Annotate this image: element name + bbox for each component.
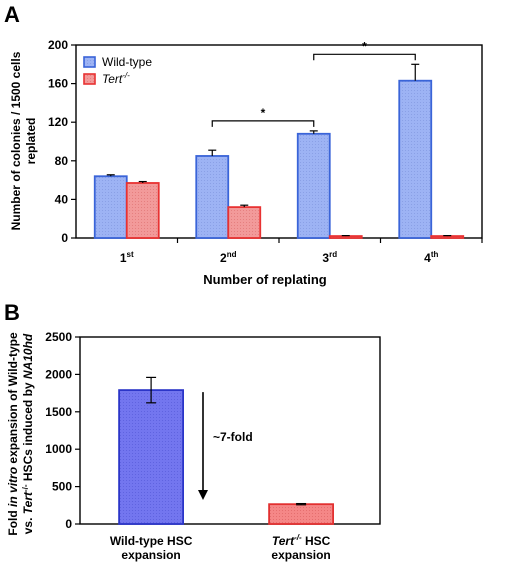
chart-a-xtick-label: 1st <box>120 250 134 265</box>
chart-a-bar <box>93 175 128 239</box>
chart-a-significance-bracket <box>313 53 416 61</box>
chart-a-significance-label: * <box>261 106 266 120</box>
chart-b-bar <box>118 389 184 525</box>
chart-b-ytick-label: 1500 <box>45 405 72 419</box>
panel-label-b: B <box>4 300 20 325</box>
chart-b-ytick-label: 1000 <box>45 442 72 456</box>
chart-b-xtick-label-line2: expansion <box>121 548 180 562</box>
chart-b-ytick-label: 2500 <box>45 330 72 344</box>
chart-a-bar <box>195 155 230 239</box>
chart-a-ylabel-line2: replated <box>24 118 38 165</box>
chart-b-ylabel-line2: vs. Tert-/- HSCs induced by NA10hd <box>21 333 35 534</box>
legend-swatch <box>83 73 96 85</box>
chart-b-ytick-label: 2000 <box>45 367 72 381</box>
chart-b-frame <box>79 336 381 525</box>
fold-change-arrow-head <box>198 490 208 500</box>
chart-b-bar <box>268 503 335 525</box>
chart-a-ytick-label: 120 <box>48 115 68 129</box>
chart-a-bar <box>125 182 160 239</box>
chart-a: Number of colonies / 1500 cells replated… <box>9 38 483 287</box>
fold-change-annotation: ~7-fold <box>213 430 253 444</box>
chart-a-ylabel: Number of colonies / 1500 cells <box>9 51 23 230</box>
legend-label: Tert-/- <box>102 71 130 86</box>
legend-label: Wild-type <box>102 55 152 69</box>
chart-a-xlabel: Number of replating <box>203 272 327 287</box>
chart-a-ytick-label: 80 <box>55 154 69 168</box>
chart-a-significance-label: * <box>362 39 367 53</box>
panel-label-a: A <box>4 2 20 27</box>
chart-a-xtick-label: 4th <box>424 250 438 265</box>
chart-b-ylabel: Fold in vitro expansion of Wild-type <box>6 332 20 536</box>
chart-a-xtick-label: 2nd <box>220 250 237 265</box>
chart-b-ytick-label: 500 <box>52 480 72 494</box>
chart-b-ytick-label: 0 <box>65 517 72 531</box>
chart-b: Fold in vitro expansion of Wild-type vs.… <box>6 330 381 562</box>
chart-a-bar <box>430 235 465 239</box>
chart-a-ytick-label: 160 <box>48 77 68 91</box>
chart-a-bar <box>227 206 262 239</box>
legend-swatch <box>83 56 96 68</box>
chart-a-ytick-label: 40 <box>55 192 69 206</box>
chart-a-legend: Wild-type Tert-/- <box>83 55 152 86</box>
chart-a-bar <box>398 79 433 239</box>
chart-b-xtick-label: Tert-/- HSC <box>272 533 331 548</box>
chart-a-ytick-label: 0 <box>61 231 68 245</box>
chart-a-ytick-label: 200 <box>48 38 68 52</box>
chart-a-significance-bracket <box>211 120 315 127</box>
chart-a-bar <box>328 235 363 239</box>
chart-b-xtick-label-line2: expansion <box>271 548 330 562</box>
chart-a-plot-area: 0 40 80 120 160 200 1st 2nd 3rd 4th * * Wild-type Ter… <box>48 38 483 265</box>
chart-b-xtick-label: Wild-type HSC <box>110 534 193 548</box>
chart-a-xtick-label: 3rd <box>322 250 337 265</box>
chart-a-bar <box>296 132 331 239</box>
